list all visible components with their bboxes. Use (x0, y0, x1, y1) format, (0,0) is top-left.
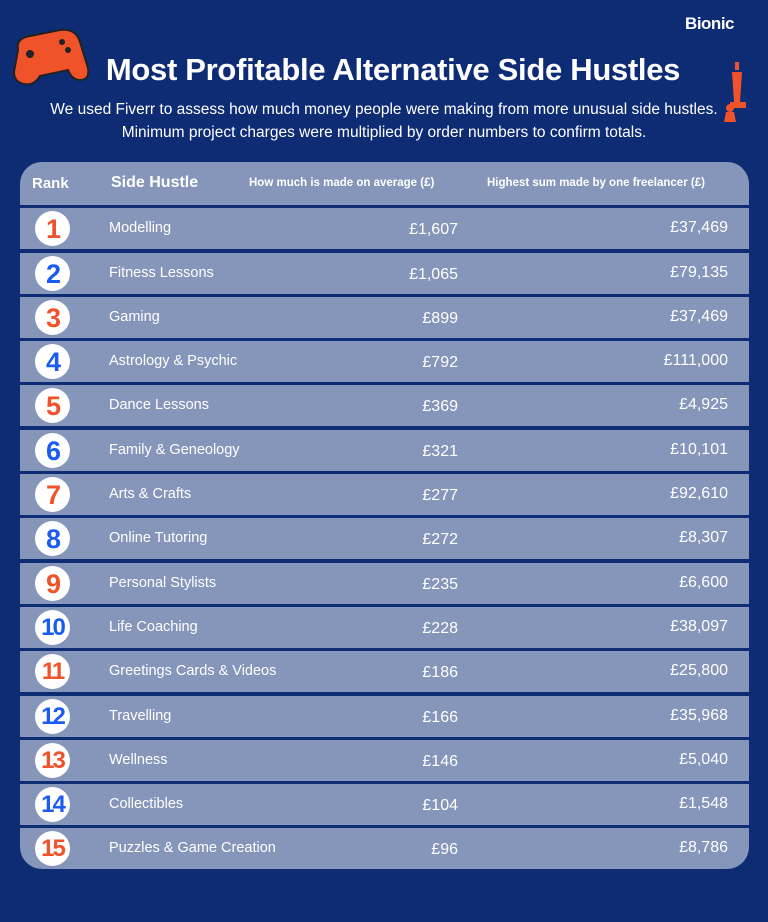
average-value: £899 (422, 309, 458, 327)
average-value: £321 (422, 442, 458, 460)
data-table: Rank Side Hustle How much is made on ave… (20, 162, 749, 870)
side-hustle-name: Greetings Cards & Videos (109, 663, 277, 680)
highest-value: £25,800 (670, 662, 728, 680)
rank-badge: 6 (35, 432, 70, 468)
side-hustle-name: Wellness (109, 751, 168, 768)
table-row: 5 Dance Lessons £369 £4,925 (20, 385, 749, 427)
table-row: 3 Gaming £899 £37,469 (20, 296, 749, 338)
highest-value: £38,097 (670, 617, 728, 635)
highest-value: £92,610 (670, 485, 728, 503)
highest-value: £111,000 (663, 352, 728, 370)
page-title: Most Profitable Alternative Side Hustles (105, 52, 681, 87)
side-hustle-name: Puzzles & Game Creation (109, 840, 276, 857)
side-hustle-name: Arts & Crafts (109, 486, 192, 503)
highest-value: £6,600 (679, 573, 728, 591)
side-hustle-name: Astrology & Psychic (109, 353, 238, 370)
rank-badge: 4 (35, 344, 70, 380)
side-hustle-name: Family & Geneology (109, 441, 240, 458)
rank-badge: 11 (35, 654, 70, 690)
average-value: £792 (422, 354, 458, 372)
table-header: Rank Side Hustle How much is made on ave… (20, 162, 749, 205)
highest-value: £8,786 (679, 839, 728, 857)
average-value: £272 (422, 531, 458, 549)
rank-badge: 2 (35, 255, 70, 291)
highest-value: £37,469 (670, 307, 728, 325)
highest-value: £79,135 (670, 263, 728, 281)
average-value: £277 (422, 487, 458, 505)
highest-value: £10,101 (670, 440, 728, 458)
side-hustle-name: Collectibles (109, 796, 184, 813)
average-value: £1,607 (409, 221, 458, 239)
rank-badge: 12 (35, 698, 70, 734)
table-row: 14 Collectibles £104 £1,548 (20, 784, 749, 826)
highest-value: £1,548 (679, 795, 728, 813)
rank-badge: 5 (35, 388, 70, 424)
rank-badge: 1 (35, 211, 70, 247)
header-side-hustle: Side Hustle (111, 174, 199, 191)
table-row: 15 Puzzles & Game Creation £96 £8,786 (20, 828, 749, 870)
average-value: £166 (422, 708, 458, 726)
header-highest: Highest sum made by one freelancer (£) (487, 177, 705, 189)
highest-value: £35,968 (670, 706, 728, 724)
side-hustle-name: Travelling (109, 707, 172, 724)
header-rank: Rank (32, 175, 69, 192)
side-hustle-name: Online Tutoring (109, 530, 208, 547)
chess-pieces-icon (724, 62, 746, 122)
highest-value: £37,469 (670, 219, 728, 237)
average-value: £228 (422, 619, 458, 637)
table-row: 8 Online Tutoring £272 £8,307 (20, 518, 749, 560)
average-value: £1,065 (409, 265, 458, 283)
average-value: £96 (431, 841, 458, 859)
rank-badge: 3 (35, 299, 70, 335)
highest-value: £5,040 (679, 750, 728, 768)
rank-badge: 7 (35, 477, 70, 513)
table-row: 4 Astrology & Psychic £792 £111,000 (20, 341, 749, 383)
average-value: £104 (422, 797, 458, 815)
rank-badge: 14 (35, 787, 70, 823)
rank-badge: 9 (35, 565, 70, 601)
side-hustle-name: Personal Stylists (109, 574, 217, 591)
gamepad-icon (12, 28, 90, 86)
table-row: 11 Greetings Cards & Videos £186 £25,800 (20, 651, 749, 693)
table-row: 6 Family & Geneology £321 £10,101 (20, 429, 749, 471)
rank-badge: 13 (35, 742, 70, 778)
header-average: How much is made on average (£) (249, 177, 435, 189)
average-value: £235 (422, 575, 458, 593)
table-row: 2 Fitness Lessons £1,065 £79,135 (20, 252, 749, 294)
side-hustle-name: Fitness Lessons (109, 264, 214, 281)
table-row: 12 Travelling £166 £35,968 (20, 695, 749, 737)
highest-value: £8,307 (679, 529, 728, 547)
table-row: 7 Arts & Crafts £277 £92,610 (20, 474, 749, 516)
average-value: £146 (422, 752, 458, 770)
side-hustle-name: Gaming (109, 308, 160, 325)
rank-badge: 15 (35, 831, 70, 867)
highest-value: £4,925 (679, 396, 728, 414)
side-hustle-name: Life Coaching (109, 618, 198, 635)
side-hustle-name: Dance Lessons (109, 397, 209, 414)
table-row: 13 Wellness £146 £5,040 (20, 739, 749, 781)
page-subtitle: We used Fiverr to assess how much money … (50, 101, 718, 141)
table-row: 10 Life Coaching £228 £38,097 (20, 606, 749, 648)
table-row: 9 Personal Stylists £235 £6,600 (20, 562, 749, 604)
average-value: £369 (422, 398, 458, 416)
rank-badge: 10 (35, 609, 70, 645)
table-row: 1 Modelling £1,607 £37,469 (20, 208, 749, 250)
brand-logo: Bionic (685, 14, 734, 33)
side-hustle-name: Modelling (109, 220, 172, 237)
rank-badge: 8 (35, 521, 70, 557)
average-value: £186 (422, 664, 458, 682)
